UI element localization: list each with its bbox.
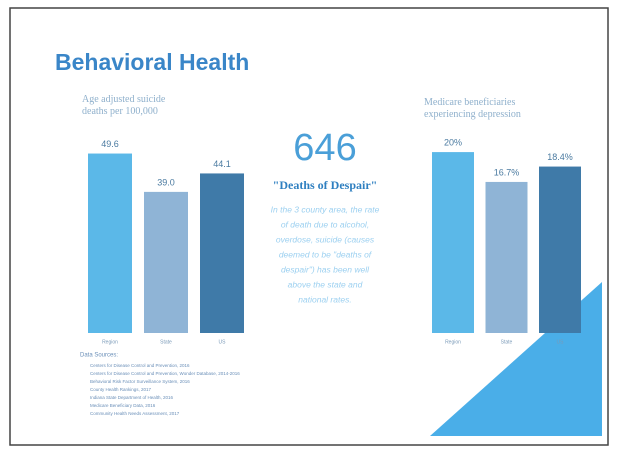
bar: [539, 166, 581, 333]
value-label: 16.7%: [494, 167, 520, 177]
bar: [144, 191, 188, 333]
bar: [200, 173, 244, 333]
bar: [432, 152, 474, 333]
source-item: Centers for Disease Control and Preventi…: [90, 371, 240, 376]
source-item: Indiana State Department of Health, 2016: [90, 395, 174, 400]
text-line: despair") has been well: [281, 264, 370, 274]
text-line: above the state and: [288, 279, 363, 289]
chart-title: Age adjusted suicide deaths per 100,000: [82, 94, 166, 117]
value-label: 18.4%: [547, 152, 573, 162]
bar: [88, 153, 132, 333]
chart-title: Medicare beneficiaries experiencing depre…: [424, 97, 521, 120]
x-tick-label: Region: [102, 339, 118, 345]
x-tick-label: US: [557, 339, 565, 345]
highlight-label: "Deaths of Despair": [273, 178, 378, 192]
value-label: 44.1: [213, 159, 231, 169]
x-tick-label: US: [219, 339, 227, 345]
text-line: In the 3 county area, the rate: [271, 204, 380, 214]
text-line: overdose, suicide (causes: [276, 234, 375, 244]
sources-list: Centers for Disease Control and Preventi…: [90, 363, 240, 416]
sources-title: Data Sources:: [80, 353, 118, 359]
source-item: Community Health Needs Assessment, 2017: [90, 411, 180, 416]
value-label: 20%: [444, 137, 462, 147]
x-tick-label: State: [160, 339, 172, 345]
text-line: of death due to alcohol,: [281, 219, 369, 229]
text-line: national rates.: [298, 294, 351, 304]
source-item: County Health Rankings, 2017: [90, 387, 152, 392]
x-tick-label: State: [501, 339, 513, 345]
x-tick-label: Region: [445, 339, 461, 345]
big-number: 646: [293, 127, 356, 169]
highlight-text: In the 3 county area, the rate of death d…: [271, 204, 380, 304]
source-item: Medicare Beneficiary Data, 2016: [90, 403, 156, 408]
slide-title: Behavioral Health: [55, 49, 249, 75]
text-line: deemed to be "deaths of: [279, 249, 373, 259]
source-item: Behavioral Risk Factor Surveillance Syst…: [90, 379, 190, 384]
source-item: Centers for Disease Control and Preventi…: [90, 363, 190, 368]
value-label: 49.6: [101, 139, 119, 149]
value-label: 39.0: [157, 177, 175, 187]
bar: [485, 181, 528, 333]
